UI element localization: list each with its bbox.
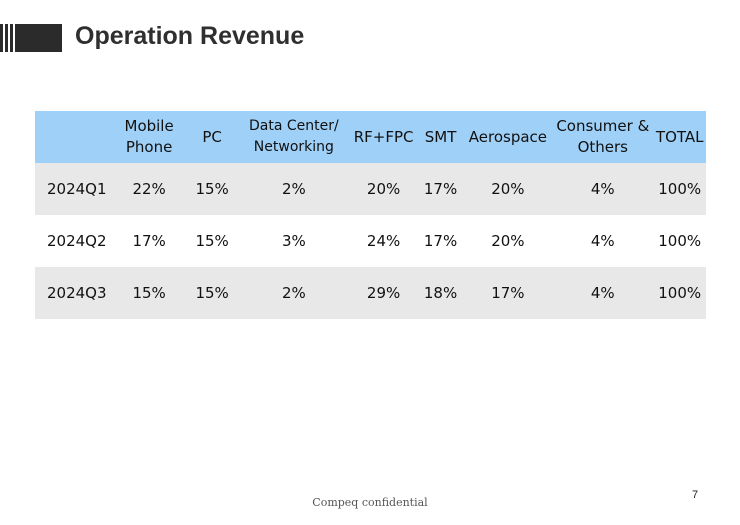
page-number: 7 [692, 489, 699, 501]
row-label: 2024Q3 [35, 267, 112, 319]
cell-aerospace: 20% [463, 163, 553, 215]
cell-total: 100% [653, 267, 706, 319]
cell-smt: 18% [417, 267, 464, 319]
column-header-total: TOTAL [653, 111, 706, 163]
cell-pc: 15% [186, 267, 239, 319]
column-header-mobile-phone: Mobile Phone [111, 111, 187, 163]
cell-smt: 17% [423, 232, 458, 250]
column-header-data-center: Data Center/ Networking [238, 111, 350, 163]
table-row: 2024Q2 17% 15% 3% 24% 17% 20% 4% 100% [35, 215, 706, 267]
cell-total: 100% [653, 163, 706, 215]
row-label: 2024Q2 [47, 232, 107, 250]
table-header-row: Mobile Phone PC Data Center/ Networking … [35, 111, 706, 163]
cell-rf-fpc: 29% [349, 267, 418, 319]
cell-aerospace: 20% [491, 232, 525, 250]
cell-pc: 15% [195, 232, 229, 250]
cell-rf-fpc: 24% [366, 232, 401, 250]
title-stripes-decoration [0, 24, 62, 52]
cell-mobile-phone: 15% [111, 267, 187, 319]
cell-data-center: 2% [238, 267, 350, 319]
column-header-pc: PC [186, 111, 239, 163]
column-header-aerospace: Aerospace [463, 111, 553, 163]
cell-consumer-others: 4% [590, 232, 615, 250]
row-label: 2024Q1 [35, 163, 112, 215]
cell-smt: 17% [417, 163, 464, 215]
cell-consumer-others: 4% [552, 267, 654, 319]
cell-aerospace: 17% [463, 267, 553, 319]
footer-confidential-label: Compeq confidential [312, 496, 428, 509]
cell-mobile-phone: 17% [132, 232, 166, 250]
column-header-smt: SMT [417, 111, 464, 163]
cell-data-center: 2% [238, 163, 350, 215]
revenue-table: Mobile Phone PC Data Center/ Networking … [35, 111, 706, 319]
cell-total: 100% [658, 232, 702, 250]
table-row: 2024Q1 22% 15% 2% 20% 17% 20% 4% 100% [35, 163, 706, 215]
column-header-blank [35, 111, 112, 163]
cell-data-center: 3% [281, 232, 306, 250]
cell-pc: 15% [186, 163, 239, 215]
column-header-rf-fpc: RF+FPC [349, 111, 418, 163]
cell-rf-fpc: 20% [349, 163, 418, 215]
cell-mobile-phone: 22% [111, 163, 187, 215]
page-title: Operation Revenue [75, 22, 305, 50]
column-header-consumer-others: Consumer & Others [552, 111, 654, 163]
table-row: 2024Q3 15% 15% 2% 29% 18% 17% 4% 100% [35, 267, 706, 319]
cell-consumer-others: 4% [552, 163, 654, 215]
